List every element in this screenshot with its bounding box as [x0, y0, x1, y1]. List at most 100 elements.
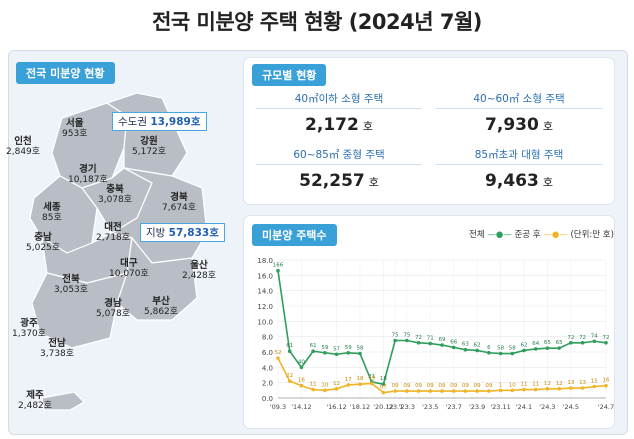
data-label: 09 [485, 383, 492, 389]
data-point [416, 389, 421, 393]
region-name: 강원 [140, 136, 158, 147]
data-label: 6 [487, 345, 491, 351]
data-label: 62 [521, 342, 528, 348]
x-tick-label: '23.11 [490, 403, 510, 411]
data-point [346, 383, 351, 387]
data-point [545, 346, 550, 350]
region-value: 5,078호 [96, 309, 131, 319]
size-unit: 호 [362, 120, 373, 133]
region-label: 충남 5,025호 [26, 232, 60, 254]
data-label: 09 [439, 383, 446, 389]
data-point [487, 389, 491, 393]
data-label: 166 [273, 263, 284, 269]
data-label: 17 [345, 377, 352, 383]
data-point [393, 389, 397, 393]
region-label: 광주 1,370호 [12, 318, 46, 340]
data-label: 59 [321, 345, 328, 351]
region-value: 2,428호 [182, 271, 217, 281]
y-tick-label: 2.0 [262, 380, 273, 388]
data-label: 16 [603, 378, 610, 384]
size-unit: 호 [542, 176, 553, 189]
data-point [323, 350, 327, 355]
data-label: 71 [427, 336, 434, 342]
x-tick-label: '24.3 [539, 403, 555, 411]
region-label: 인천 2,849호 [6, 136, 40, 158]
region-shape-jeonnam [31, 272, 128, 349]
data-label: 12 [333, 381, 340, 387]
trend-chart: 0.0 2.0 4.0 6.0 8.0 10.0 12.0 14.0 16.0 18.0 '09.3… [257, 257, 614, 411]
region-label: 충북 3,078호 [98, 184, 132, 206]
legend-total-marker: —●— [487, 230, 512, 240]
data-point [405, 338, 409, 343]
data-label: 72 [603, 335, 610, 341]
region-value: 2,849호 [6, 147, 41, 157]
legend-total: 전체 [469, 230, 485, 240]
data-label: 09 [403, 383, 410, 389]
x-tick-label: '24.1 [516, 403, 532, 411]
region-label: 대전 2,718호 [96, 222, 130, 244]
data-label: 16 [298, 378, 305, 384]
data-point [533, 387, 538, 392]
data-label: 15 [591, 379, 598, 385]
data-point [440, 389, 444, 393]
data-point [510, 388, 515, 393]
data-label: 09 [415, 383, 422, 389]
region-shape-gyeongnam [116, 236, 198, 321]
data-label: 13 [567, 380, 574, 386]
data-point [428, 341, 433, 346]
region-name: 울산 [190, 260, 208, 271]
x-tick-label: '24.7 [598, 403, 614, 411]
region-label: 부산 5,862호 [144, 296, 178, 318]
size-card: 규모별 현황 40㎡이하 소형 주택 2,172 호 40~60㎡ 소형 주택 7… [244, 58, 614, 204]
data-label: 75 [392, 333, 399, 339]
data-point [592, 384, 597, 389]
chart-legend: 전체 —●— 준공 후 —●— (단위:만 호) [469, 228, 614, 240]
region-name: 광주 [20, 318, 38, 329]
data-label: 11 [532, 382, 539, 388]
size-item-small-40: 40㎡이하 소형 주택 2,172 호 [250, 90, 428, 135]
region-name: 경남 [104, 298, 122, 309]
region-name: 서울 [65, 118, 84, 129]
data-point [510, 351, 515, 356]
data-point [276, 356, 280, 360]
region-value: 953호 [62, 129, 88, 139]
data-point [463, 389, 468, 393]
region-name: 인천 [14, 136, 32, 147]
region-name: 제주 [26, 390, 44, 401]
data-label: 18 [357, 376, 364, 382]
data-point [358, 351, 362, 356]
size-value: 7,930 [485, 115, 539, 135]
y-tick-label: 4.0 [262, 364, 273, 372]
y-tick-label: 16.0 [257, 272, 273, 280]
y-tick-label: 0.0 [262, 395, 273, 403]
trend-card: 미분양 주택수 전체 —●— 준공 후 —●— (단위:만 호) 0.0 2.0 4… [244, 216, 614, 428]
region-value: 1,370호 [12, 329, 47, 339]
y-tick-label: 12.0 [257, 303, 273, 311]
region-label: 전남 3,738호 [40, 338, 74, 360]
data-point [416, 341, 421, 345]
data-point [475, 348, 479, 353]
data-label: 61 [286, 343, 293, 349]
data-point [405, 389, 409, 393]
data-label: 09 [462, 383, 469, 389]
region-name: 전북 [62, 274, 80, 285]
data-label: 09 [392, 383, 399, 389]
data-label: 11 [310, 382, 317, 388]
data-point [334, 352, 339, 357]
x-tick-label: '23.1 [387, 403, 403, 411]
data-label: 65 [544, 340, 551, 346]
x-tick-label: '18.12 [350, 403, 370, 411]
region-label: 경남 5,078호 [96, 298, 130, 320]
data-label: 69 [439, 337, 446, 343]
region-label: 강원 5,172호 [132, 136, 166, 158]
map-section-label: 전국 미분양 현황 [16, 62, 115, 84]
region-value: 10,187호 [68, 175, 108, 185]
data-label: 19 [368, 375, 375, 381]
data-point [592, 339, 597, 344]
region-label: 세종 85호 [42, 202, 62, 224]
data-label: 11 [521, 382, 528, 388]
x-tick-label: '23.7 [446, 403, 462, 411]
size-item-medium: 60~85㎡ 중형 주택 52,257 호 [250, 146, 428, 191]
region-label: 경기 10,187호 [68, 164, 108, 186]
x-tick-label: '20.12 [373, 403, 393, 411]
